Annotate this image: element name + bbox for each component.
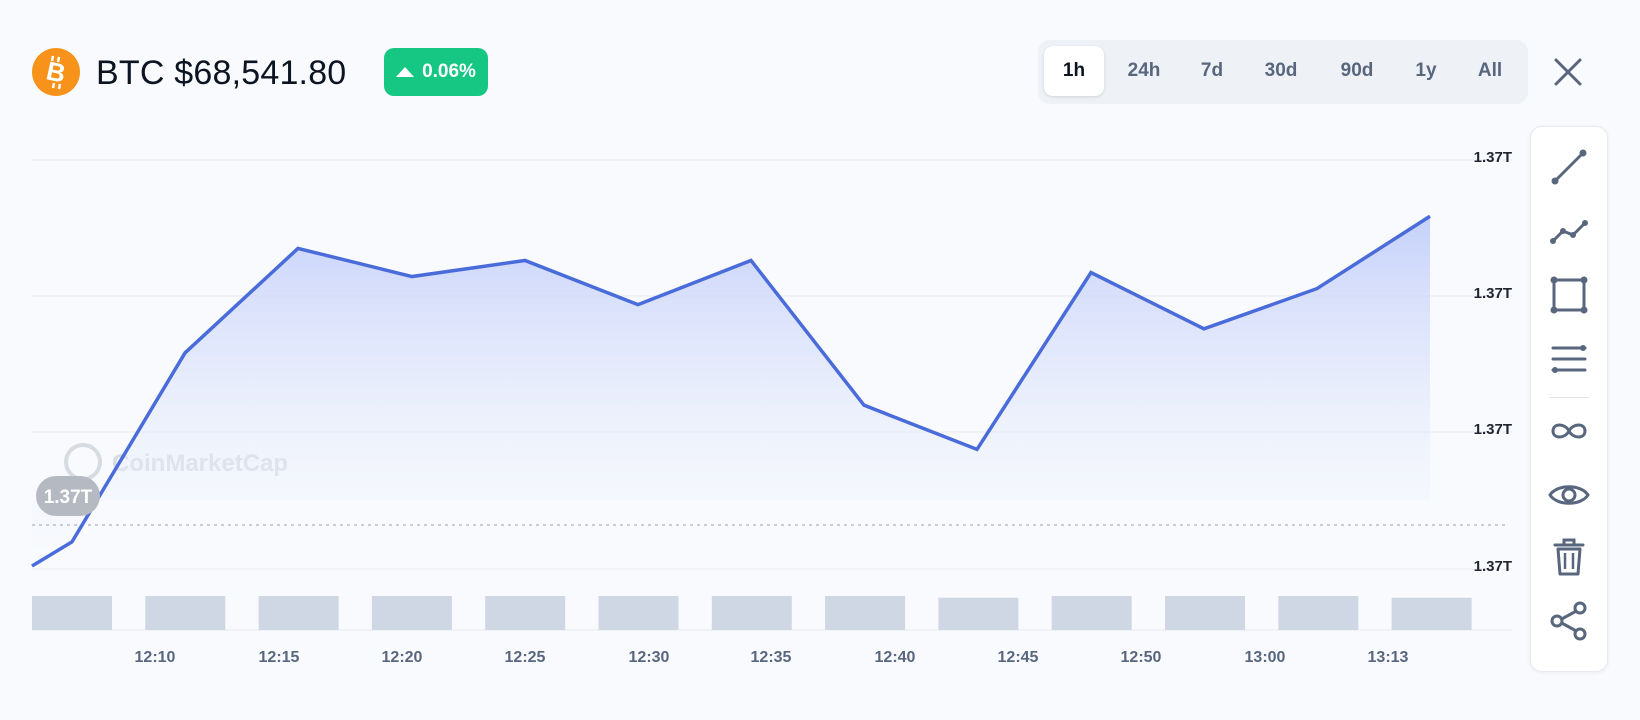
x-tick-label: 12:50 (1121, 649, 1162, 666)
x-tick-label: 12:45 (998, 649, 1039, 666)
volume-bar (1391, 597, 1472, 630)
volume-bar (371, 596, 452, 630)
timeframe-selector: 1h 24h 7d 30d 90d 1y All (1038, 40, 1528, 104)
infinity-icon[interactable] (1545, 407, 1593, 455)
x-tick-label: 12:35 (751, 649, 792, 666)
timeframe-24h[interactable]: 24h (1127, 60, 1161, 81)
volume-bar (1051, 596, 1132, 630)
y-tick-label: 1.37T (1474, 558, 1512, 575)
polyline-icon[interactable] (1545, 207, 1593, 255)
volume-bar (258, 596, 339, 630)
y-tick-label: 1.37T (1474, 285, 1512, 302)
toolbar-divider (1549, 397, 1589, 398)
timeframe-90d[interactable]: 90d (1340, 60, 1374, 81)
x-tick-label: 12:20 (382, 649, 423, 666)
volume-bar (32, 596, 112, 630)
timeframe-30d[interactable]: 30d (1264, 60, 1298, 81)
x-tick-label: 13:13 (1368, 649, 1409, 666)
rectangle-icon[interactable] (1545, 271, 1593, 319)
volume-bar (938, 597, 1019, 630)
arrow-up-icon (396, 67, 415, 77)
x-tick-label: 12:10 (135, 649, 176, 666)
x-tick-label: 13:00 (1245, 649, 1286, 666)
bitcoin-icon: B (32, 48, 80, 96)
volume-bar (598, 596, 679, 630)
x-tick-label: 12:30 (629, 649, 670, 666)
series-line (31, 214, 1431, 568)
y-tick-label: 1.37T (1474, 149, 1512, 166)
volume-bar (145, 596, 226, 630)
timeframe-all[interactable]: All (1477, 60, 1503, 81)
close-icon[interactable] (1548, 52, 1588, 92)
series-area (32, 216, 1430, 566)
timeframe-1y[interactable]: 1y (1415, 60, 1437, 81)
parallel-lines-icon[interactable] (1545, 335, 1593, 383)
volume-bar (1165, 596, 1245, 630)
chart-canvas[interactable]: 1.37T1.37T1.37T1.37TCoinMarketCap1.37T12… (0, 120, 1520, 700)
trend-line-icon[interactable] (1545, 143, 1593, 191)
current-value-label: 1.37T (44, 487, 93, 508)
x-tick-label: 12:15 (259, 649, 300, 666)
timeframe-1h[interactable]: 1h (1044, 46, 1104, 96)
x-tick-label: 12:40 (875, 649, 916, 666)
price-title: BTC $68,541.80 (96, 54, 347, 92)
price-chart[interactable]: 1.37T1.37T1.37T1.37TCoinMarketCap1.37T12… (0, 120, 1520, 700)
volume-bar (825, 596, 906, 630)
current-value-pill (36, 476, 100, 516)
volume-bar (485, 596, 566, 630)
trash-icon[interactable] (1545, 533, 1593, 581)
eye-icon[interactable] (1545, 471, 1593, 519)
volume-bar (1278, 596, 1359, 630)
x-tick-label: 12:25 (505, 649, 546, 666)
share-icon[interactable] (1545, 597, 1593, 645)
price-change-value: 0.06% (422, 61, 476, 82)
chart-header: B BTC $68,541.80 0.06% 1h 24h 7d 30d 90d… (0, 0, 1640, 120)
timeframe-7d[interactable]: 7d (1200, 60, 1224, 81)
drawing-toolbar (1530, 126, 1608, 672)
price-change-badge: 0.06% (384, 48, 488, 96)
y-tick-label: 1.37T (1474, 421, 1512, 438)
volume-bar (711, 596, 792, 630)
